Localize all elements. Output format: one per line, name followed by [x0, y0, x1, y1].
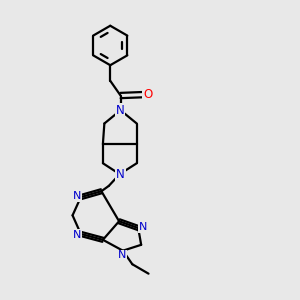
- Text: N: N: [73, 190, 81, 201]
- Text: N: N: [116, 168, 124, 181]
- Text: N: N: [73, 230, 81, 240]
- Text: N: N: [116, 104, 124, 117]
- Text: N: N: [118, 250, 127, 260]
- Text: N: N: [139, 222, 147, 232]
- Text: O: O: [143, 88, 153, 101]
